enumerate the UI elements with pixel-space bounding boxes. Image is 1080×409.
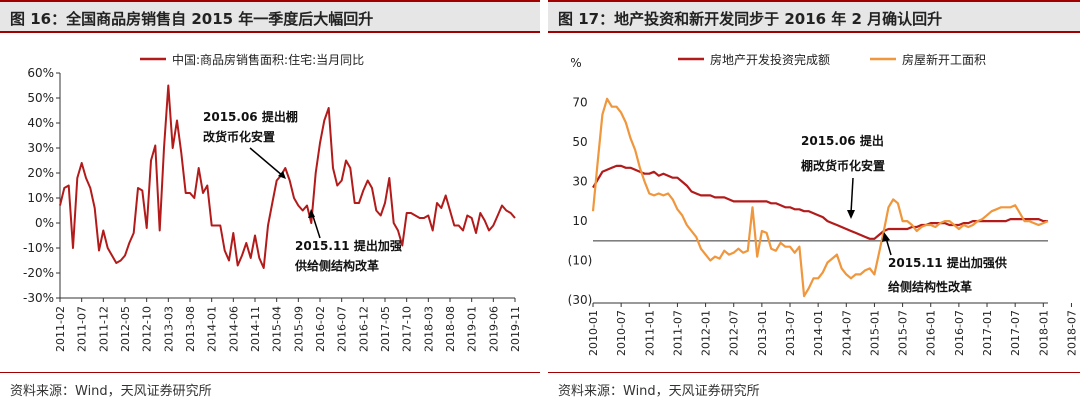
- x-tick-label: 2013-03: [162, 306, 175, 352]
- annotation-arrowhead: [308, 209, 315, 218]
- annotation-text: 2015.06 提出: [801, 133, 884, 148]
- x-tick-label: 2013-07: [784, 310, 797, 356]
- x-tick-label: 2018-03: [422, 306, 435, 352]
- chart-title-bar: 图 17：地产投资和新开发同步于 2016 年 2 月确认回升: [548, 0, 1080, 33]
- chart-title-bar: 图 16：全国商品房销售自 2015 年一季度后大幅回升: [0, 0, 540, 33]
- y-tick-label: 50: [572, 135, 587, 149]
- series-line-investment: [592, 164, 1048, 240]
- chart-title: 图 17：地产投资和新开发同步于 2016 年 2 月确认回升: [558, 10, 943, 28]
- x-tick-label: 2018-08: [444, 306, 457, 352]
- x-tick-label: 2013-01: [756, 310, 769, 356]
- chart-panel-right: 图 17：地产投资和新开发同步于 2016 年 2 月确认回升 房地产开发投资完…: [548, 0, 1080, 409]
- annotation-text: 供给侧结构改革: [294, 258, 379, 273]
- legend-label: 房地产开发投资完成额: [710, 52, 830, 67]
- y-tick-label: -10%: [23, 241, 54, 255]
- y-tick-label: 10%: [27, 191, 54, 205]
- series-line-new-starts: [591, 97, 1049, 298]
- annotation-text: 2015.06 提出棚: [203, 109, 298, 124]
- x-tick-label: 2011-12: [97, 306, 110, 352]
- annotation-text: 2015.11 提出加强: [295, 238, 402, 253]
- y-tick-label: 10: [572, 214, 587, 228]
- y-tick-label: 70: [572, 96, 587, 110]
- x-tick-label: 2014-06: [227, 306, 240, 352]
- x-tick-label: 2011-07: [671, 310, 684, 356]
- y-tick-label: 60%: [27, 66, 54, 80]
- annotation-text: 2015.11 提出加强供: [888, 255, 1007, 270]
- y-axis-unit: %: [570, 56, 581, 70]
- y-tick-label: 50%: [27, 91, 54, 105]
- x-tick-label: 2011-01: [643, 310, 656, 356]
- annotation-arrow: [885, 237, 892, 256]
- x-tick-label: 2014-01: [206, 306, 219, 352]
- x-tick-label: 2010-01: [587, 310, 600, 356]
- chart-source: 资料来源：Wind，天风证券研究所: [10, 384, 212, 399]
- annotation-text: 棚改货币化安置: [801, 158, 885, 173]
- series-line: [59, 84, 516, 269]
- x-tick-label: 2015-09: [292, 306, 305, 352]
- annotation-arrowhead: [847, 210, 855, 219]
- x-tick-label: 2012-01: [700, 310, 713, 356]
- x-tick-label: 2011-07: [76, 306, 89, 352]
- x-tick-label: 2011-02: [54, 306, 67, 352]
- x-tick-label: 2016-12: [357, 306, 370, 352]
- y-tick-label: (10): [568, 254, 593, 268]
- chart-source: 资料来源：Wind，天风证券研究所: [558, 384, 760, 399]
- legend-label: 中国:商品房销售面积:住宅:当月同比: [172, 52, 364, 67]
- x-tick-label: 2018-07: [1065, 310, 1078, 356]
- source-divider: [0, 372, 540, 373]
- x-tick-label: 2017-01: [981, 310, 994, 356]
- y-tick-label: (30): [568, 293, 593, 307]
- x-tick-label: 2012-05: [119, 306, 132, 352]
- x-tick-label: 2012-07: [728, 310, 741, 356]
- x-tick-label: 2013-08: [184, 306, 197, 352]
- x-tick-label: 2019-11: [509, 306, 522, 352]
- x-tick-label: 2010-07: [615, 310, 628, 356]
- y-tick-label: 20%: [27, 166, 54, 180]
- annotation-text: 改货币化安置: [203, 129, 275, 144]
- x-tick-label: 2016-01: [925, 310, 938, 356]
- x-tick-label: 2014-07: [840, 310, 853, 356]
- chart-svg-right: 房地产开发投资完成额 房屋新开工面积% (30) (10) 10 30 50 70 2010-0…: [568, 52, 1079, 356]
- y-tick-label: -30%: [23, 291, 54, 305]
- y-tick-label: -20%: [23, 266, 54, 280]
- x-tick-label: 2018-01: [1037, 310, 1050, 356]
- y-tick-label: 40%: [27, 116, 54, 130]
- x-tick-label: 2015-01: [868, 310, 881, 356]
- x-tick-label: 2014-11: [249, 306, 262, 352]
- x-tick-label: 2017-10: [401, 306, 414, 352]
- annotation-arrowhead: [882, 232, 890, 242]
- x-tick-label: 2015-04: [271, 306, 284, 352]
- x-tick-label: 2015-07: [897, 310, 910, 356]
- x-tick-label: 2012-10: [141, 306, 154, 352]
- x-tick-label: 2016-07: [336, 306, 349, 352]
- chart-panel-left: 图 16：全国商品房销售自 2015 年一季度后大幅回升 中国:商品房销售面积:…: [0, 0, 540, 399]
- legend-label: 房屋新开工面积: [902, 52, 986, 67]
- x-tick-label: 2014-01: [812, 310, 825, 356]
- x-tick-label: 2017-07: [1009, 310, 1022, 356]
- annotation-arrow: [249, 147, 284, 177]
- x-tick-label: 2017-05: [379, 306, 392, 352]
- x-tick-label: 2019-01: [466, 306, 479, 352]
- x-tick-label: 2016-02: [314, 306, 327, 352]
- chart-svg-left: 中国:商品房销售面积:住宅:当月同比 -30% -20% -10% 0% 10% 20% 30…: [23, 52, 522, 352]
- y-tick-label: 0%: [35, 216, 54, 230]
- source-divider: [548, 372, 1080, 373]
- annotation-arrowhead: [278, 171, 286, 179]
- annotation-text: 给侧结构性改革: [888, 279, 972, 294]
- annotation-arrow: [850, 177, 854, 214]
- x-tick-label: 2016-07: [953, 310, 966, 356]
- y-tick-label: 30: [572, 175, 587, 189]
- x-tick-label: 2019-06: [487, 306, 500, 352]
- chart-title: 图 16：全国商品房销售自 2015 年一季度后大幅回升: [10, 10, 374, 28]
- y-tick-label: 30%: [27, 141, 54, 155]
